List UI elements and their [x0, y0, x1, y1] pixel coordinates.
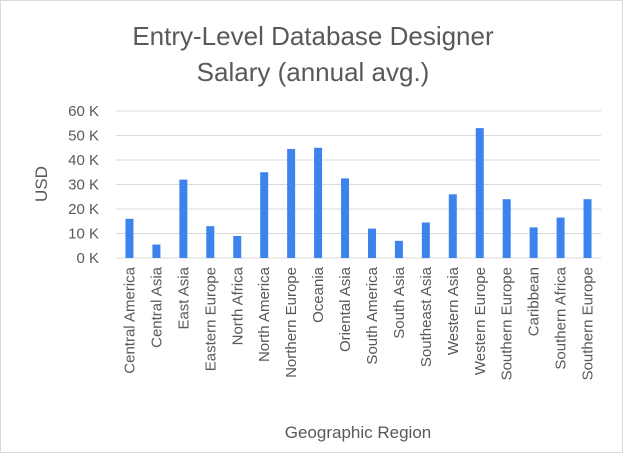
x-tick-label: Central Asia [148, 266, 165, 348]
bar-7 [314, 147, 323, 258]
y-tick-label: 60 K [68, 103, 99, 120]
bar-2 [179, 179, 188, 258]
y-tick-label: 40 K [68, 152, 99, 169]
x-tick-label: Eastern Europe [202, 267, 219, 371]
y-tick-label: 0 K [76, 250, 99, 267]
y-tick-label: 50 K [68, 128, 99, 145]
x-tick-label: South Asia [391, 266, 408, 338]
bar-12 [448, 194, 457, 258]
bar-14 [502, 199, 511, 258]
x-tick-label: Western Europe [472, 267, 489, 375]
bar-6 [287, 148, 296, 258]
gridlines [116, 110, 601, 259]
x-tick-label: Southern Europe [580, 267, 597, 380]
x-tick-label: Southeast Asia [418, 266, 435, 367]
x-axis-title: Geographic Region [285, 423, 431, 442]
x-tick-label: North America [256, 266, 273, 362]
bar-3 [206, 226, 215, 258]
x-tick-label: Southern Africa [553, 266, 570, 369]
bar-9 [367, 228, 376, 258]
bar-0 [125, 218, 134, 258]
bar-8 [341, 178, 350, 258]
bar-10 [394, 240, 403, 258]
x-tick-label: Northern Europe [283, 267, 300, 378]
bar-17 [583, 199, 592, 258]
x-tick-label: North Africa [229, 266, 246, 345]
bar-16 [556, 217, 565, 258]
x-tick-label: Caribbean [526, 267, 543, 336]
x-tick-label: Western Asia [445, 266, 462, 355]
x-tick-label: Oceania [310, 266, 327, 323]
x-tick-label: Southern Europe [499, 267, 516, 380]
x-tick-label: Oriental Asia [337, 266, 354, 352]
y-tick-label: 20 K [68, 201, 99, 218]
bars [125, 128, 592, 258]
x-tick-label: South America [364, 266, 381, 364]
x-tick-label: East Asia [175, 266, 192, 329]
bar-4 [233, 235, 242, 258]
y-tick-label: 30 K [68, 177, 99, 194]
bar-13 [475, 128, 484, 258]
y-axis-ticks: 0 K 10 K 20 K 30 K 40 K 50 K 60 K [68, 103, 99, 267]
chart-title-line-1: Entry-Level Database Designer [132, 21, 494, 51]
x-tick-label: Central America [121, 266, 138, 373]
bar-15 [529, 227, 538, 258]
chart-title-line-2: Salary (annual avg.) [197, 57, 430, 87]
bar-1 [152, 244, 161, 258]
bar-5 [260, 172, 269, 258]
bar-11 [421, 222, 430, 258]
y-tick-label: 10 K [68, 226, 99, 243]
y-axis-title: USD [32, 166, 51, 202]
x-axis-ticks: Central America Central Asia East Asia East… [121, 266, 596, 380]
